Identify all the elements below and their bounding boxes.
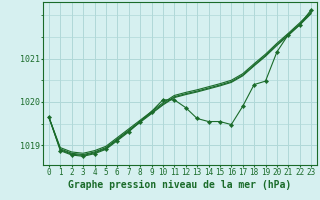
X-axis label: Graphe pression niveau de la mer (hPa): Graphe pression niveau de la mer (hPa) xyxy=(68,180,292,190)
